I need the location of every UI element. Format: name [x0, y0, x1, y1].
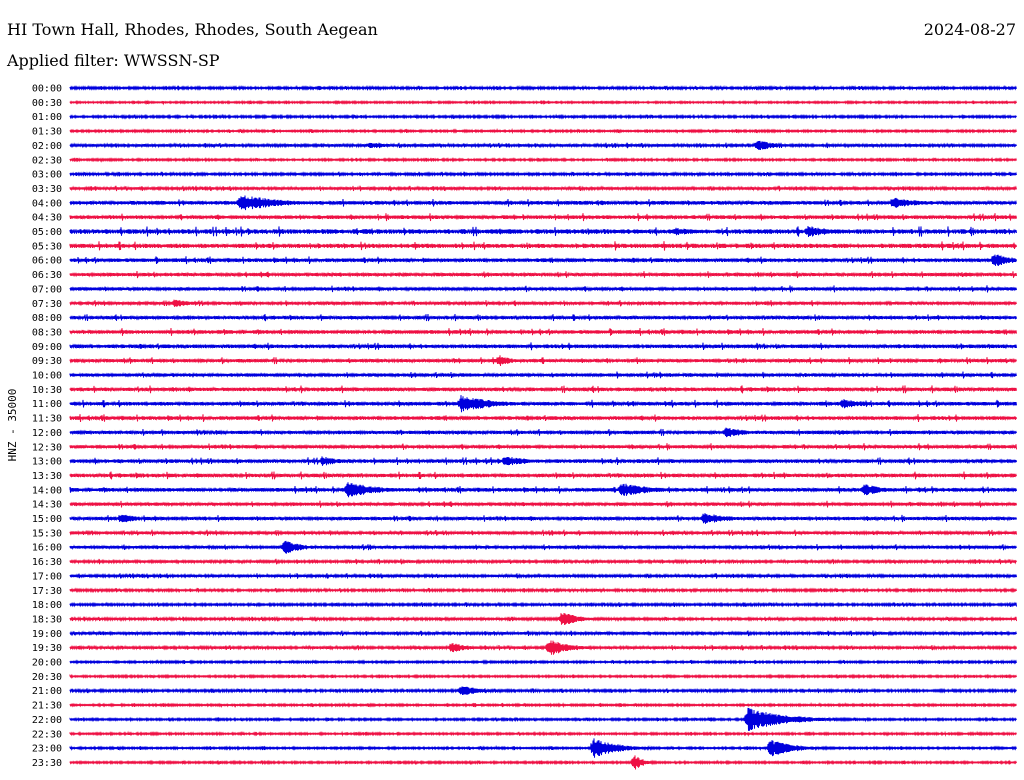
row-time-label: 15:00	[32, 514, 62, 525]
row-time-label: 22:00	[32, 715, 62, 726]
row-time-label: 14:30	[32, 500, 62, 511]
row-time-label: 04:00	[32, 198, 62, 209]
row-time-label: 16:30	[32, 557, 62, 568]
row-time-label: 07:00	[32, 284, 62, 295]
row-time-label: 16:00	[32, 543, 62, 554]
row-time-label: 02:00	[32, 141, 62, 152]
row-time-label: 03:00	[32, 170, 62, 181]
row-time-label: 06:00	[32, 256, 62, 267]
row-time-label: 14:00	[32, 485, 62, 496]
row-time-label: 01:00	[32, 112, 62, 123]
row-time-label: 21:00	[32, 686, 62, 697]
row-time-label: 12:30	[32, 442, 62, 453]
row-time-label: 10:30	[32, 385, 62, 396]
row-time-label: 03:30	[32, 184, 62, 195]
row-time-label: 09:00	[32, 342, 62, 353]
row-time-label: 00:00	[32, 84, 62, 95]
row-time-label: 18:00	[32, 600, 62, 611]
row-time-label: 07:30	[32, 299, 62, 310]
row-time-label: 20:30	[32, 672, 62, 683]
channel-label: HNZ - 35000	[6, 389, 19, 462]
row-time-label: 22:30	[32, 729, 62, 740]
row-time-label: 12:00	[32, 428, 62, 439]
row-time-label: 05:00	[32, 227, 62, 238]
filter-label: Applied filter: WWSSN-SP	[7, 51, 220, 70]
row-time-label: 04:30	[32, 213, 62, 224]
trace-rows: 00:00 00:30 01:00 01:30 02:00 02:30 03:00 03:30…	[32, 84, 1017, 770]
row-time-label: 23:00	[32, 744, 62, 755]
row-time-label: 17:00	[32, 571, 62, 582]
row-time-label: 11:30	[32, 414, 62, 425]
row-time-label: 23:30	[32, 758, 62, 769]
row-time-label: 18:30	[32, 614, 62, 625]
row-time-label: 17:30	[32, 586, 62, 597]
row-time-label: 21:30	[32, 701, 62, 712]
row-time-label: 10:00	[32, 371, 62, 382]
row-time-label: 06:30	[32, 270, 62, 281]
row-time-label: 13:00	[32, 457, 62, 468]
row-time-label: 19:00	[32, 629, 62, 640]
row-time-label: 00:30	[32, 98, 62, 109]
row-time-label: 13:30	[32, 471, 62, 482]
station-title: HI Town Hall, Rhodes, Rhodes, South Aege…	[7, 20, 378, 39]
row-time-label: 08:00	[32, 313, 62, 324]
row-time-label: 15:30	[32, 528, 62, 539]
row-time-label: 02:30	[32, 155, 62, 166]
row-time-label: 08:30	[32, 327, 62, 338]
row-time-label: 01:30	[32, 127, 62, 138]
row-time-label: 11:00	[32, 399, 62, 410]
date-label: 2024-08-27	[923, 20, 1016, 39]
row-time-label: 20:00	[32, 658, 62, 669]
row-time-label: 09:30	[32, 356, 62, 367]
row-time-label: 19:30	[32, 643, 62, 654]
row-time-label: 05:30	[32, 241, 62, 252]
